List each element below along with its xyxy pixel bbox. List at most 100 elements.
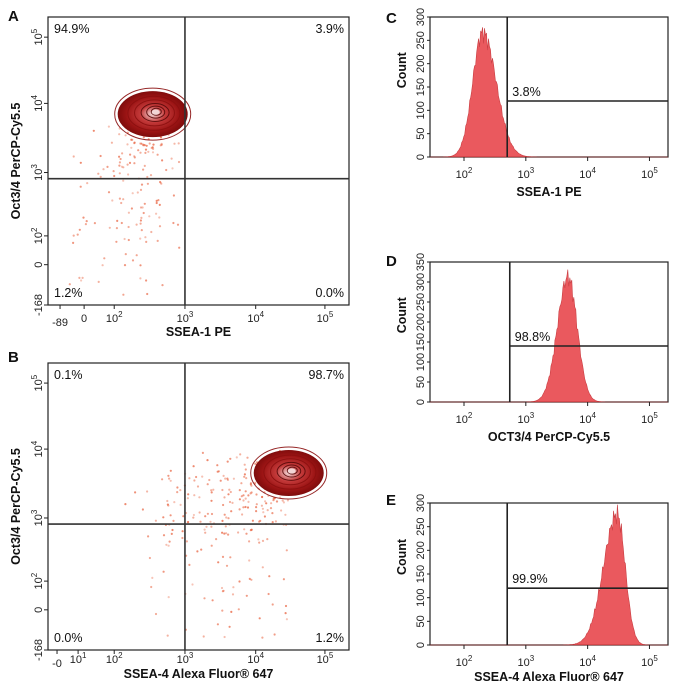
event-dot xyxy=(242,499,245,502)
event-dot xyxy=(128,161,132,164)
y-tick-label: 300 xyxy=(415,494,427,512)
event-dot xyxy=(110,141,113,144)
event-dot xyxy=(216,623,219,626)
event-dot xyxy=(228,625,231,628)
event-dot xyxy=(268,575,271,578)
event-dot xyxy=(124,134,127,137)
x-tick-label: 104 xyxy=(579,411,596,426)
event-dot xyxy=(118,161,121,164)
histogram-area xyxy=(430,27,668,158)
event-dot xyxy=(151,151,155,154)
event-dot xyxy=(85,220,88,223)
event-dot xyxy=(246,506,250,509)
event-dot xyxy=(113,174,116,178)
event-dot xyxy=(168,477,171,480)
event-dot xyxy=(249,529,252,532)
x-tick-label: 103 xyxy=(177,310,194,325)
event-dot xyxy=(202,635,205,638)
event-dot xyxy=(135,223,138,226)
y-axis-title: Oct3/4 PerCP-Cy5.5 xyxy=(9,103,23,220)
x-tick-label: 105 xyxy=(641,654,658,669)
plot-frame xyxy=(47,16,350,306)
event-dot xyxy=(103,257,106,260)
event-dot xyxy=(171,528,174,532)
event-dot xyxy=(120,221,123,225)
event-dot xyxy=(121,152,124,155)
y-tick-label: 0 xyxy=(415,399,427,405)
event-dot xyxy=(196,485,200,488)
event-dot xyxy=(275,500,279,503)
event-dot xyxy=(248,559,251,562)
event-dot xyxy=(247,494,250,497)
event-dot xyxy=(142,211,145,215)
panel-letter-c: C xyxy=(386,10,397,27)
event-dot xyxy=(181,530,184,533)
event-dot xyxy=(201,451,204,454)
event-dot xyxy=(150,230,153,234)
event-dot xyxy=(151,576,154,580)
event-dot xyxy=(161,478,164,481)
event-dot xyxy=(274,520,277,523)
event-dot xyxy=(217,470,220,473)
event-dot xyxy=(97,280,100,283)
x-tick-label: 105 xyxy=(317,651,334,666)
event-dot xyxy=(223,635,226,639)
event-dot xyxy=(223,496,226,499)
event-dot xyxy=(146,490,149,493)
x-tick-label: 103 xyxy=(517,654,534,669)
event-dot xyxy=(228,500,232,504)
event-dot xyxy=(210,489,213,492)
y-tick-label: 150 xyxy=(415,565,427,583)
event-dot xyxy=(187,520,190,524)
event-dot xyxy=(76,233,79,236)
event-dot xyxy=(192,516,195,519)
event-dot xyxy=(127,173,130,176)
event-dot xyxy=(220,586,224,590)
event-dot xyxy=(108,226,111,229)
event-dot xyxy=(229,490,232,494)
event-dot xyxy=(282,501,285,504)
event-dot xyxy=(72,155,75,158)
event-dot xyxy=(245,532,248,535)
event-dot xyxy=(101,264,104,267)
quadrant-lower-left-percent: 1.2% xyxy=(54,286,83,300)
event-dot xyxy=(217,561,220,564)
y-tick-label: 200 xyxy=(415,313,427,331)
event-dot xyxy=(172,221,175,225)
event-dot xyxy=(130,207,133,210)
y-tick-label: 50 xyxy=(415,615,427,627)
event-dot xyxy=(150,585,153,589)
event-dot xyxy=(127,238,130,242)
event-dot xyxy=(280,509,283,512)
event-dot xyxy=(161,159,164,162)
event-dot xyxy=(266,509,269,512)
event-dot xyxy=(281,499,284,502)
event-dot xyxy=(133,156,136,159)
event-dot xyxy=(271,603,274,606)
y-tick-label: 0 xyxy=(415,154,427,160)
event-dot xyxy=(140,183,144,186)
event-dot xyxy=(136,191,139,194)
event-dot xyxy=(221,519,224,523)
event-dot xyxy=(267,592,270,596)
event-dot xyxy=(146,175,149,179)
event-dot xyxy=(229,457,232,460)
event-dot xyxy=(122,293,125,296)
event-dot xyxy=(227,533,230,536)
event-dot xyxy=(203,597,206,600)
density-contour xyxy=(127,95,181,131)
event-dot xyxy=(135,254,138,257)
event-dot xyxy=(245,594,248,597)
event-dot xyxy=(144,151,147,154)
event-dot xyxy=(271,521,274,524)
event-dot xyxy=(254,462,257,465)
event-dot xyxy=(201,475,204,478)
event-dot xyxy=(179,489,182,492)
event-dot xyxy=(225,532,228,535)
event-dot xyxy=(232,586,235,589)
event-dot xyxy=(72,234,75,237)
event-dot xyxy=(255,510,258,513)
event-dot xyxy=(263,515,266,518)
event-dot xyxy=(176,486,179,489)
x-tick-label: 102 xyxy=(456,654,473,669)
